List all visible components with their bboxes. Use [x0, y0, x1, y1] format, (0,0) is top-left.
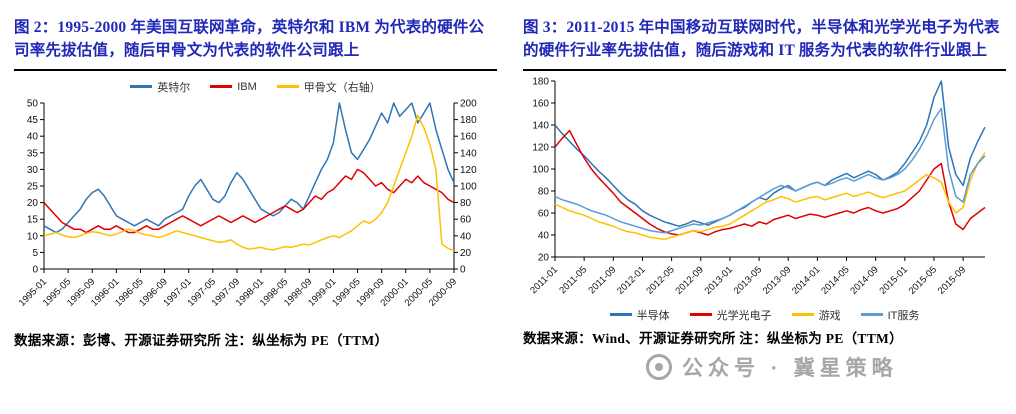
figure2-chart: 0 5 10 15 20 25 30 35 40 45 50 0 20 40 60 80 100 120 140 16…: [14, 95, 497, 325]
legend-label: 光学光电子: [716, 309, 772, 322]
legend-item-半导体: 半导体: [609, 307, 670, 323]
y-axis-tick-label: 5: [32, 247, 38, 258]
y-axis-tick-label: 50: [27, 98, 39, 109]
legend-label: IT服务: [887, 309, 920, 322]
y-axis-tick-label: 100: [532, 164, 549, 175]
legend-line-swatch: [860, 313, 883, 316]
y-axis-tick-label: 35: [27, 148, 39, 159]
figure2-title-rule: [14, 68, 497, 71]
y-axis-tick-label: 180: [532, 76, 549, 87]
x-axis-tick-label: 2014-09: [848, 264, 880, 296]
legend-item-游戏: 游戏: [791, 307, 841, 323]
figure2-legend: 英特尔 IBM 甲骨文（右轴）: [14, 79, 497, 95]
y-axis-tick-label: 120: [532, 142, 549, 153]
figure3-chart: 20 40 60 80 100 120 140 160 180 2011-01 2011-05 201…: [523, 73, 1006, 313]
right-y-axis-tick-label: 100: [460, 181, 477, 192]
right-y-axis-tick-label: 160: [460, 131, 477, 142]
figure3-title-rule: [523, 68, 1006, 71]
x-axis-tick-label: 2011-09: [586, 264, 618, 296]
y-axis-tick-label: 45: [27, 115, 39, 126]
legend-label: 甲骨文（右轴）: [303, 81, 381, 94]
series-line-游戏: [554, 151, 986, 240]
y-axis-tick-label: 10: [27, 231, 39, 242]
x-axis-tick-label: 2014-01: [790, 264, 822, 296]
y-axis-tick-label: 40: [538, 230, 550, 241]
legend-line-swatch: [609, 313, 632, 316]
right-y-axis-tick-label: 20: [460, 247, 472, 258]
y-axis-tick-label: 160: [532, 98, 549, 109]
figure3-title: 图 3：2011-2015 年中国移动互联网时代，半导体和光学光电子为代表的硬件…: [523, 19, 1000, 60]
legend-label: 游戏: [818, 309, 841, 322]
x-axis-tick-label: 2015-01: [878, 264, 910, 296]
series-line-半导体: [554, 79, 986, 227]
y-axis-tick-label: 140: [532, 120, 549, 131]
series-line-甲骨文（右轴）: [43, 114, 455, 251]
right-y-axis-tick-label: 60: [460, 214, 472, 225]
y-axis-tick-label: 0: [32, 264, 38, 275]
figure2-source-note: 数据来源：彭博、开源证券研究所 注：纵坐标为 PE（TTM）: [14, 332, 389, 348]
right-y-axis-tick-label: 140: [460, 148, 477, 159]
series-line-IBM: [43, 168, 455, 233]
x-axis-tick-label: 2013-01: [703, 264, 735, 296]
legend-item-英特尔: 英特尔: [130, 79, 190, 95]
y-axis-tick-label: 20: [27, 198, 39, 209]
right-y-axis-tick-label: 180: [460, 115, 477, 126]
legend-line-swatch: [276, 85, 299, 88]
x-axis-tick-label: 2015-09: [936, 264, 968, 296]
y-axis-tick-label: 80: [538, 186, 550, 197]
x-axis-tick-label: 2013-05: [732, 264, 764, 296]
legend-label: 英特尔: [157, 81, 191, 94]
figure3-panel: 图 3：2011-2015 年中国移动互联网时代，半导体和光学光电子为代表的硬件…: [523, 16, 1006, 414]
legend-item-IBM: IBM: [210, 81, 257, 93]
x-axis-tick-label: 2012-01: [615, 264, 647, 296]
figure3-legend: 半导体 光学光电子 游戏 IT服务: [523, 307, 1006, 323]
figure2-line-chart: 0 5 10 15 20 25 30 35 40 45 50 0 20 40 60 80 100 120 140 16…: [17, 98, 477, 308]
y-axis-tick-label: 20: [538, 252, 550, 263]
y-axis-tick-label: 25: [27, 181, 39, 192]
right-y-axis-tick-label: 40: [460, 231, 472, 242]
legend-line-swatch: [130, 85, 153, 88]
x-axis-tick-label: 2012-09: [673, 264, 705, 296]
series-line-IT服务: [554, 107, 986, 234]
legend-label: IBM: [237, 80, 257, 93]
legend-item-IT服务: IT服务: [860, 307, 920, 323]
legend-line-swatch: [210, 85, 233, 88]
right-y-axis-tick-label: 200: [460, 98, 477, 109]
figure3-source-note: 数据来源：Wind、开源证券研究所 注：纵坐标为 PE（TTM）: [523, 330, 903, 346]
legend-item-光学光电子: 光学光电子: [689, 307, 772, 323]
x-axis-tick-label: 2013-09: [761, 264, 793, 296]
series-line-光学光电子: [554, 129, 986, 236]
y-axis-tick-label: 15: [27, 214, 39, 225]
y-axis-tick-label: 60: [538, 208, 550, 219]
x-axis-tick-label: 2012-05: [644, 264, 676, 296]
legend-line-swatch: [689, 313, 712, 316]
x-axis-tick-label: 2015-05: [907, 264, 939, 296]
figure2-panel: 图 2：1995-2000 年美国互联网革命，英特尔和 IBM 为代表的硬件公司…: [14, 16, 497, 414]
figure2-title: 图 2：1995-2000 年美国互联网革命，英特尔和 IBM 为代表的硬件公司…: [14, 19, 485, 60]
legend-item-甲骨文（右轴）: 甲骨文（右轴）: [276, 79, 381, 95]
x-axis-tick-label: 2014-05: [819, 264, 851, 296]
x-axis-tick-label: 2011-01: [528, 264, 560, 296]
y-axis-tick-label: 40: [27, 131, 39, 142]
y-axis-tick-label: 30: [27, 164, 39, 175]
right-y-axis-tick-label: 80: [460, 198, 472, 209]
right-y-axis-tick-label: 0: [460, 264, 466, 275]
x-axis-tick-label: 2011-05: [557, 264, 589, 296]
figure3-line-chart: 204060801001201401601802011-012011-05201…: [528, 76, 986, 296]
legend-label: 半导体: [636, 309, 670, 322]
right-y-axis-tick-label: 120: [460, 164, 477, 175]
series-line-英特尔: [43, 101, 455, 233]
legend-line-swatch: [791, 313, 814, 316]
